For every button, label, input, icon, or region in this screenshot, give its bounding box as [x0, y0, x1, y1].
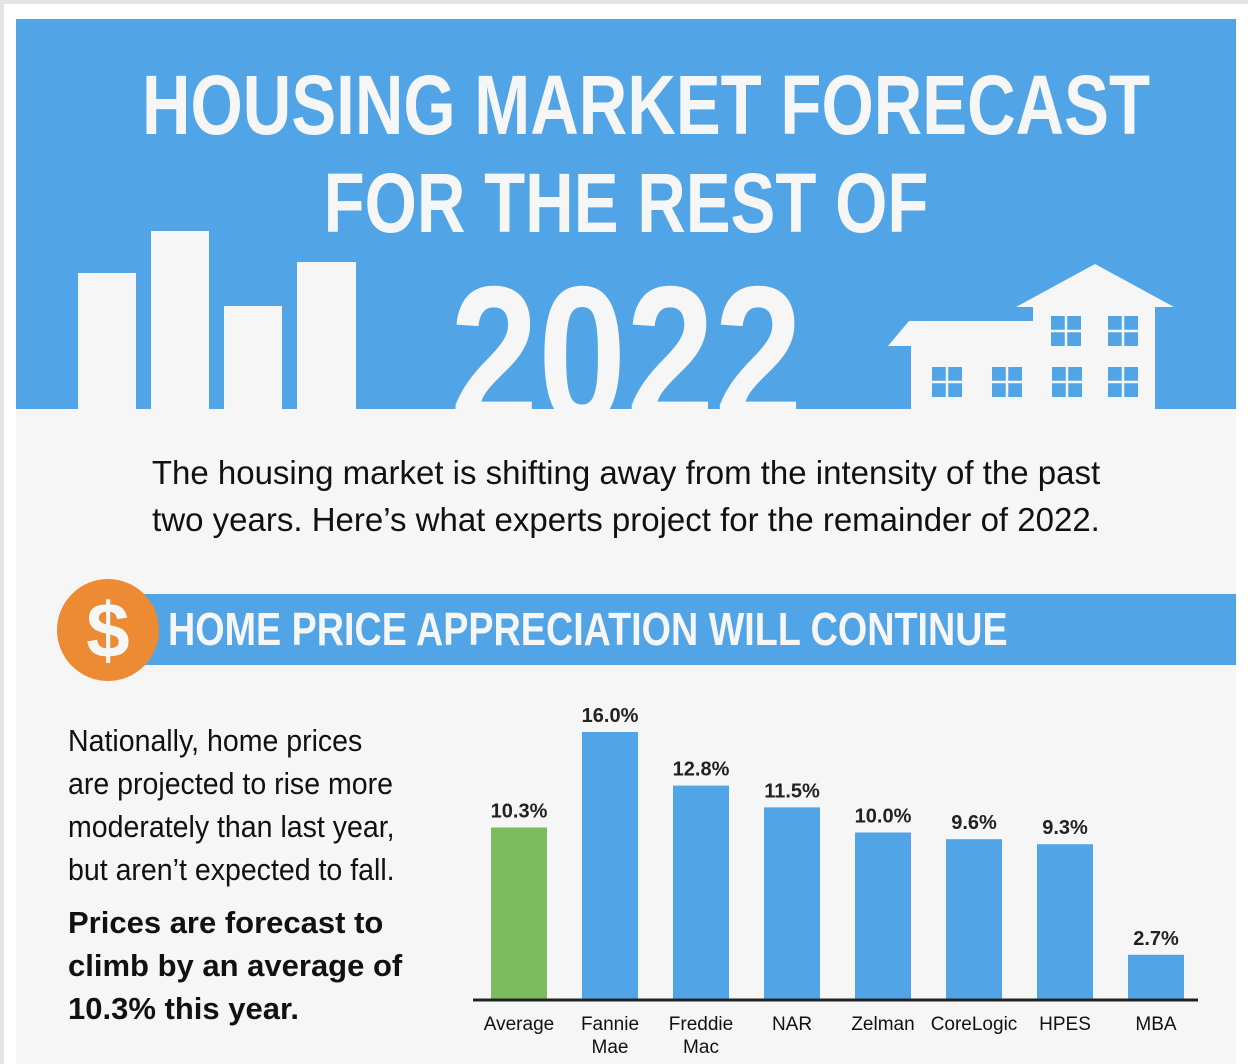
data-label: 12.8% [673, 759, 730, 781]
category-label: Mae [592, 1037, 629, 1058]
section-banner: HOME PRICE APPRECIATION WILL CONTINUE [144, 594, 1236, 665]
bar [1128, 954, 1184, 1000]
summary-line: but aren’t expected to fall. [68, 852, 395, 887]
title-line-2: FOR THE REST OF [323, 156, 929, 250]
bar [764, 807, 820, 1000]
intro-line: two years. Here’s what experts project f… [152, 501, 1100, 538]
category-label: Freddie [669, 1014, 733, 1035]
summary-line: are projected to rise more [68, 766, 393, 801]
bar [855, 832, 911, 1000]
category-label: MBA [1135, 1014, 1177, 1035]
summary-highlight-line: Prices are forecast to [68, 905, 384, 940]
data-label: 2.7% [1133, 928, 1179, 950]
category-label: Average [484, 1014, 554, 1035]
data-label: 9.3% [1042, 817, 1088, 839]
house-icon [888, 264, 1174, 409]
data-label: 10.3% [491, 800, 548, 822]
summary-highlight-line: climb by an average of [68, 948, 403, 983]
bar [491, 827, 547, 1000]
dollar-icon: $ [57, 579, 159, 681]
bar [582, 732, 638, 1000]
section-title: HOME PRICE APPRECIATION WILL CONTINUE [168, 603, 1008, 655]
summary-highlight: Prices are forecast to climb by an avera… [68, 901, 468, 1030]
bar [1037, 844, 1093, 1000]
data-label: 11.5% [764, 780, 820, 802]
summary-line: Nationally, home prices [68, 723, 363, 758]
title-year: 2022 [449, 245, 803, 409]
category-label: NAR [772, 1014, 812, 1035]
category-label: Zelman [851, 1014, 914, 1035]
data-label: 16.0% [582, 705, 639, 727]
category-label: Fannie [581, 1014, 639, 1035]
bar [673, 785, 729, 1000]
intro-text: The housing market is shifting away from… [16, 449, 1236, 543]
category-label: HPES [1039, 1014, 1091, 1035]
skyline-illustration [78, 231, 1174, 409]
data-label: 9.6% [951, 812, 997, 834]
summary-text: Nationally, home prices are projected to… [68, 719, 468, 1030]
skyline-bars-icon [78, 231, 356, 409]
intro-line: The housing market is shifting away from… [151, 454, 1101, 491]
data-label: 10.0% [855, 806, 912, 828]
title-line-1: HOUSING MARKET FORECAST [142, 58, 1150, 152]
summary-line: moderately than last year, [68, 809, 395, 844]
summary-highlight-line: 10.3% this year. [68, 991, 299, 1026]
category-label: Mac [683, 1037, 719, 1058]
bar [946, 839, 1002, 1000]
infographic: HOUSING MARKET FORECAST FOR THE REST OF … [16, 19, 1236, 1064]
hero-banner: HOUSING MARKET FORECAST FOR THE REST OF … [16, 19, 1236, 409]
category-label: CoreLogic [931, 1014, 1018, 1035]
